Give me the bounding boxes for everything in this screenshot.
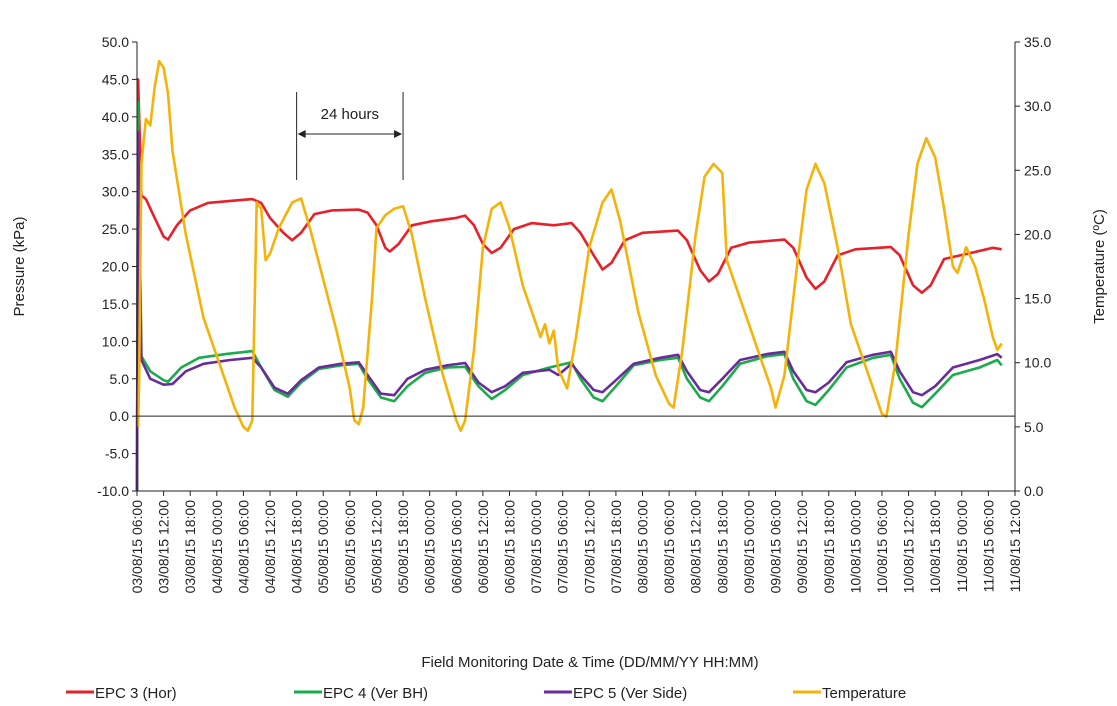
x-axis-title: Field Monitoring Date & Time (DD/MM/YY H… — [421, 654, 758, 671]
y2-tick-label: 15.0 — [1024, 291, 1051, 307]
x-tick-label: 05/08/15 06:00 — [342, 500, 358, 594]
x-tick-label: 07/08/15 12:00 — [581, 500, 597, 594]
legend-label-epc-5-ver-side: EPC 5 (Ver Side) — [573, 685, 687, 702]
series-line-epc-4-ver-bh — [135, 100, 1003, 492]
y-tick-label: 0.0 — [110, 408, 130, 424]
x-tick-label: 04/08/15 18:00 — [289, 500, 305, 594]
x-tick-label: 07/08/15 06:00 — [555, 500, 571, 594]
y2-tick-label: 25.0 — [1024, 162, 1051, 178]
x-tick-label: 07/08/15 18:00 — [608, 500, 624, 594]
y2-tick-label: 0.0 — [1024, 483, 1044, 499]
x-tick-label: 09/08/15 12:00 — [794, 500, 810, 594]
annotation-arrowhead-right — [394, 130, 403, 138]
y-tick-label: -10.0 — [97, 483, 129, 499]
x-tick-label: 08/08/15 00:00 — [635, 500, 651, 594]
x-tick-label: 08/08/15 18:00 — [714, 500, 730, 594]
legend-label-epc-4-ver-bh: EPC 4 (Ver BH) — [323, 685, 428, 702]
x-tick-label: 10/08/15 12:00 — [901, 500, 917, 594]
x-tick-label: 06/08/15 18:00 — [501, 500, 517, 594]
x-tick-label: 10/08/15 00:00 — [847, 500, 863, 594]
y-tick-label: 5.0 — [110, 371, 130, 387]
x-tick-label: 09/08/15 06:00 — [768, 500, 784, 594]
series-line-epc-5-ver-side — [135, 130, 1003, 492]
y2-tick-label: 30.0 — [1024, 98, 1051, 114]
x-tick-label: 05/08/15 18:00 — [395, 500, 411, 594]
x-tick-label: 03/08/15 12:00 — [156, 500, 172, 594]
y2-tick-label: 20.0 — [1024, 226, 1051, 242]
x-tick-label: 11/08/15 06:00 — [980, 500, 996, 593]
y2-tick-label: 10.0 — [1024, 355, 1051, 371]
y-tick-label: 50.0 — [102, 34, 129, 50]
x-tick-label: 06/08/15 06:00 — [448, 500, 464, 594]
x-tick-label: 04/08/15 00:00 — [209, 500, 225, 594]
series-lines — [135, 59, 1003, 492]
legend: EPC 3 (Hor) EPC 4 (Ver BH) EPC 5 (Ver Side… — [66, 685, 906, 702]
y-tick-label: 25.0 — [102, 221, 129, 237]
y-tick-label: 45.0 — [102, 71, 129, 87]
annotation-label: 24 hours — [321, 106, 379, 123]
y-tick-label: -5.0 — [105, 446, 129, 462]
y-tick-label: 30.0 — [102, 184, 129, 200]
x-tick-label: 03/08/15 18:00 — [182, 500, 198, 594]
x-tick-label: 03/08/15 06:00 — [129, 500, 145, 594]
y2-axis-title: Temperature (ºC) — [1091, 209, 1108, 324]
y-tick-label: 20.0 — [102, 259, 129, 275]
x-tick-label: 06/08/15 12:00 — [475, 500, 491, 594]
x-tick-label: 04/08/15 12:00 — [262, 500, 278, 594]
x-tick-label: 08/08/15 12:00 — [688, 500, 704, 594]
x-tick-label: 08/08/15 06:00 — [661, 500, 677, 594]
y2-tick-label: 35.0 — [1024, 34, 1051, 50]
annotation-arrowhead-left — [297, 130, 306, 138]
x-tick-label: 10/08/15 18:00 — [927, 500, 943, 594]
x-tick-label: 10/08/15 06:00 — [874, 500, 890, 594]
x-tick-label: 11/08/15 00:00 — [954, 500, 970, 593]
x-tick-label: 05/08/15 00:00 — [315, 500, 331, 594]
x-tick-label: 05/08/15 12:00 — [368, 500, 384, 594]
x-tick-label: 07/08/15 00:00 — [528, 500, 544, 594]
y-tick-label: 40.0 — [102, 109, 129, 125]
legend-label-epc-3-hor: EPC 3 (Hor) — [95, 685, 177, 702]
x-tick-label: 09/08/15 00:00 — [741, 500, 757, 594]
y-tick-label: 15.0 — [102, 296, 129, 312]
x-tick-label: 06/08/15 00:00 — [422, 500, 438, 594]
y-axis-title: Pressure (kPa) — [11, 216, 28, 316]
y2-tick-label: 5.0 — [1024, 419, 1044, 435]
x-tick-label: 11/08/15 12:00 — [1007, 500, 1023, 593]
annotation-24-hours: 24 hours — [296, 92, 404, 180]
axes: -10.0 -5.0 0.0 5.0 10.0 15.0 20.0 25.0 30.0 35.0 4… — [97, 34, 1051, 593]
series-line-epc-3-hor — [135, 78, 1002, 492]
y-tick-label: 10.0 — [102, 333, 129, 349]
x-tick-label: 09/08/15 18:00 — [821, 500, 837, 594]
y-tick-label: 35.0 — [102, 146, 129, 162]
series-line-temperature — [136, 59, 1003, 432]
legend-label-temperature: Temperature — [822, 685, 906, 702]
x-tick-label: 04/08/15 06:00 — [235, 500, 251, 594]
